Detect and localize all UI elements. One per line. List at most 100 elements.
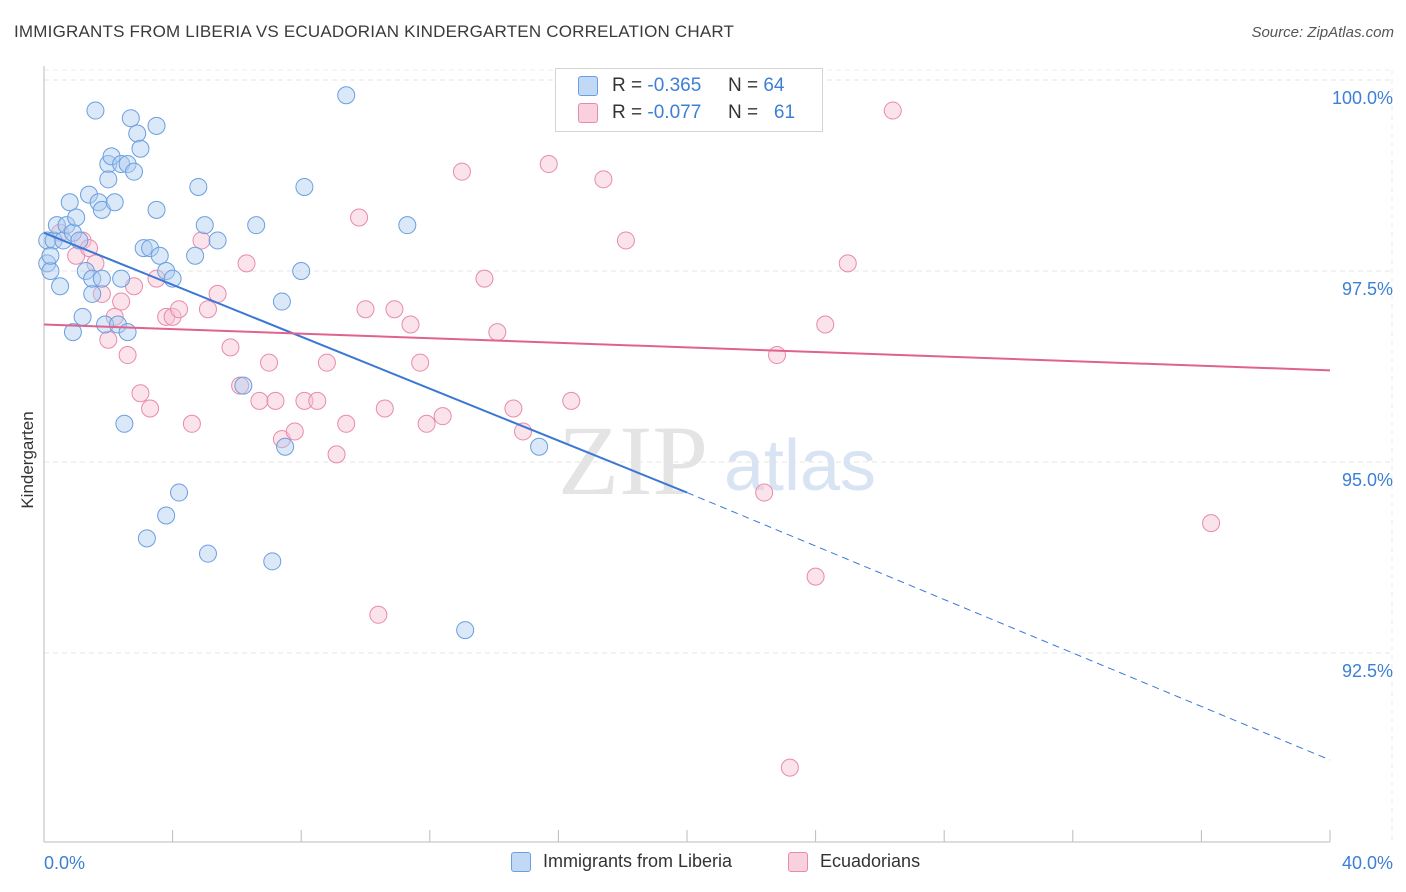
- data-point: [234, 376, 253, 395]
- data-point: [266, 391, 285, 410]
- data-point: [247, 216, 266, 235]
- data-point: [221, 338, 240, 357]
- data-point: [198, 544, 217, 563]
- data-point: [456, 621, 475, 640]
- trend-line-ecuadorians: [43, 323, 1331, 372]
- data-point: [260, 353, 279, 372]
- data-point: [76, 262, 95, 280]
- series-legend: Immigrants from Liberia Ecuadorians: [0, 851, 1406, 877]
- data-point: [295, 391, 314, 410]
- legend-label-liberia: Immigrants from Liberia: [543, 851, 733, 871]
- data-point: [63, 323, 82, 342]
- data-point: [51, 277, 70, 296]
- data-point: [83, 269, 102, 288]
- data-point: [530, 437, 549, 456]
- series-ecuadorians: [51, 78, 1221, 777]
- data-point: [806, 567, 825, 586]
- source-credit: Source: ZipAtlas.com: [1251, 24, 1394, 41]
- data-point: [170, 300, 189, 319]
- y-tick-label: 100.0%: [1332, 88, 1393, 108]
- data-point: [356, 300, 375, 319]
- data-point: [195, 216, 214, 235]
- data-point: [41, 262, 60, 280]
- data-point: [369, 605, 388, 624]
- data-point: [57, 216, 76, 235]
- data-point: [125, 162, 144, 181]
- trend-line-liberia: [43, 231, 688, 494]
- data-point: [350, 208, 369, 227]
- watermark-atlas: atlas: [724, 426, 876, 506]
- legend-item-ecuadorians[interactable]: Ecuadorians: [788, 851, 920, 872]
- legend-n-label: N =: [727, 102, 759, 123]
- data-point: [99, 170, 118, 189]
- data-point: [337, 86, 356, 105]
- trend-lines: [43, 231, 1331, 761]
- data-point: [147, 200, 166, 219]
- data-point: [189, 177, 208, 196]
- data-point: [452, 162, 471, 181]
- data-point: [250, 391, 269, 410]
- data-point: [295, 177, 314, 196]
- legend-label-ecuadorians: Ecuadorians: [820, 851, 921, 871]
- legend-r-value: -0.077: [647, 102, 702, 123]
- chart-title: IMMIGRANTS FROM LIBERIA VS ECUADORIAN KI…: [14, 22, 735, 41]
- x-tick-label: 40.0%: [1342, 853, 1393, 873]
- data-point: [150, 246, 169, 265]
- data-point: [237, 254, 256, 273]
- data-point: [594, 170, 613, 189]
- legend-row-liberia: R = -0.365 N = 64: [578, 73, 784, 99]
- data-point: [41, 246, 60, 265]
- data-point: [276, 437, 295, 456]
- legend-r-label: R =: [612, 75, 643, 96]
- data-point: [192, 231, 211, 250]
- trend-line-liberia-extrapolated: [686, 492, 1331, 761]
- data-point: [411, 353, 430, 372]
- correlation-legend: R = -0.365 N = 64 R = -0.077 N = 61: [555, 68, 823, 132]
- data-point: [198, 300, 217, 319]
- data-point: [170, 483, 189, 502]
- data-point: [337, 414, 356, 433]
- legend-swatch-liberia: [511, 851, 531, 872]
- series-liberia: [38, 86, 549, 640]
- data-point: [118, 346, 137, 365]
- data-point: [475, 269, 494, 288]
- data-point: [488, 323, 507, 342]
- legend-item-liberia[interactable]: Immigrants from Liberia: [511, 851, 732, 872]
- data-point: [67, 208, 86, 227]
- data-point: [1202, 514, 1221, 533]
- legend-r-label: R =: [612, 102, 643, 123]
- data-point: [47, 216, 66, 235]
- legend-n-value: 64: [763, 75, 785, 96]
- data-point: [433, 407, 452, 426]
- data-point: [115, 414, 134, 433]
- data-point: [838, 254, 857, 273]
- data-point: [137, 529, 156, 548]
- data-point: [163, 307, 182, 326]
- data-point: [285, 422, 304, 441]
- data-point: [308, 391, 327, 410]
- data-point: [102, 147, 121, 166]
- legend-swatch-liberia: [578, 76, 598, 96]
- data-point: [780, 758, 799, 777]
- data-point: [157, 262, 176, 280]
- data-point: [292, 262, 311, 280]
- data-point: [208, 231, 227, 250]
- data-point: [883, 101, 902, 120]
- data-point: [398, 216, 417, 235]
- data-point: [401, 315, 420, 334]
- data-point: [112, 292, 131, 311]
- legend-swatch-ecuadorians: [788, 851, 808, 872]
- data-point: [157, 506, 176, 525]
- data-point: [80, 185, 99, 204]
- data-point: [73, 307, 92, 326]
- watermark-zip: ZIP: [558, 405, 708, 516]
- grid-lines: [44, 69, 1393, 842]
- data-point: [86, 254, 105, 273]
- legend-n-value: 61: [773, 102, 796, 123]
- data-point: [99, 330, 118, 349]
- data-point: [539, 155, 558, 174]
- data-point: [141, 399, 160, 418]
- data-point: [562, 391, 581, 410]
- data-point: [263, 552, 282, 571]
